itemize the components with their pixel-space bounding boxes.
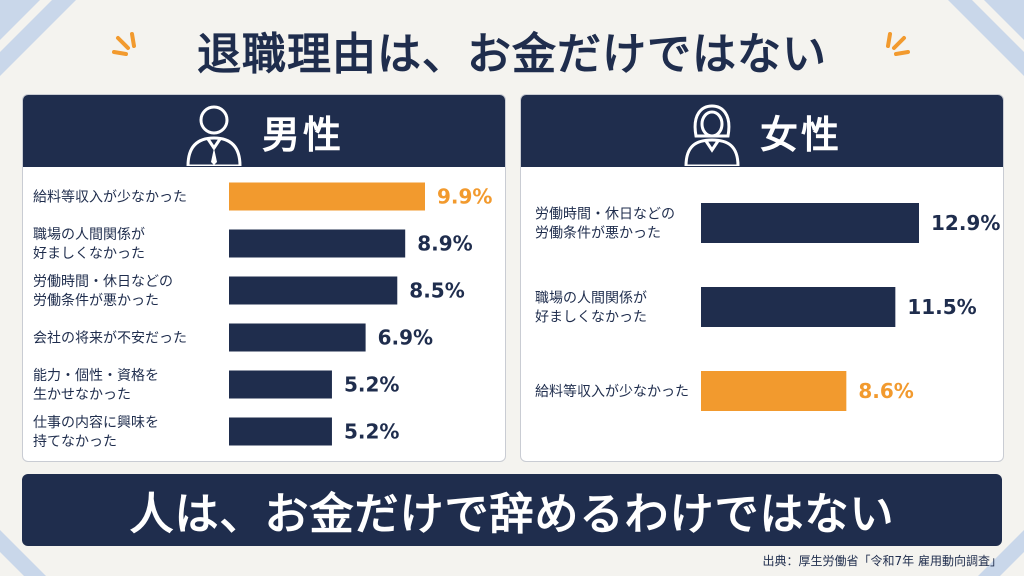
male-panel-header: 男性 [23,95,505,167]
spark-right-icon [886,32,910,56]
corner-stripes-bottom-right [978,530,1024,576]
businessman-icon [186,105,242,166]
conclusion-banner: 人は、お金だけで辞めるわけではない [22,474,1002,546]
page-title: 退職理由は、お金だけではない [197,29,827,80]
corner-stripes-top-left [0,0,76,76]
highlight-bar [701,371,847,411]
bar [229,370,332,399]
conclusion-text: 人は、お金だけで辞めるわけではない [129,489,895,540]
male-panel-title: 男性 [261,112,344,157]
category-label: 職場の人間関係が好ましくなかった [33,227,145,262]
male-panel: 男性 給料等収入が少なかった 9.9% 職場の人間関係が好ましくなかった 8.9% 労働… [22,94,506,462]
category-label: 会社の将来が不安だった [33,331,187,347]
bar [229,276,398,305]
value-label: 6.9% [378,326,433,350]
bar [229,323,366,352]
title-bar: 退職理由は、お金だけではない [0,18,1024,82]
category-label: 給料等収入が少なかった [33,189,187,206]
category-label: 労働時間・休日などの労働条件が悪かった [535,207,675,242]
category-label: 能力・個性・資格を生かせなかった [33,368,159,403]
female-panel: 女性 労働時間・休日などの労働条件が悪かった 12.9% 職場の人間関係が好ましくな… [520,94,1004,462]
category-label: 職場の人間関係が好ましくなかった [535,291,647,326]
bar [701,203,919,243]
source-note: 出典：厚生労働省「令和7年 雇用動向調査」 [762,554,1002,568]
value-label: 12.9% [931,211,1000,235]
bar [229,417,332,446]
spark-left-icon [112,32,136,56]
value-label: 9.9% [437,185,492,209]
value-label: 8.5% [409,279,464,303]
value-label: 8.6% [858,379,913,403]
businesswoman-icon [684,104,740,166]
female-panel-title: 女性 [759,112,842,157]
corner-stripes-top-right [948,0,1024,76]
male-bar-chart: 給料等収入が少なかった 9.9% 職場の人間関係が好ましくなかった 8.9% 労働時間・… [33,182,492,450]
value-label: 5.2% [344,373,399,397]
category-label: 給料等収入が少なかった [535,383,689,400]
value-label: 8.9% [417,232,472,256]
corner-stripes-bottom-left [0,530,46,576]
bar [701,287,896,327]
category-label: 労働時間・休日などの労働条件が悪かった [33,274,173,309]
value-label: 5.2% [344,420,399,444]
bar [229,229,406,258]
highlight-bar [229,182,425,211]
value-label: 11.5% [907,295,976,319]
female-panel-header: 女性 [521,95,1003,167]
female-bar-chart: 労働時間・休日などの労働条件が悪かった 12.9% 職場の人間関係が好ましくなかった… [535,203,1000,411]
category-label: 仕事の内容に興味を持てなかった [33,414,159,450]
